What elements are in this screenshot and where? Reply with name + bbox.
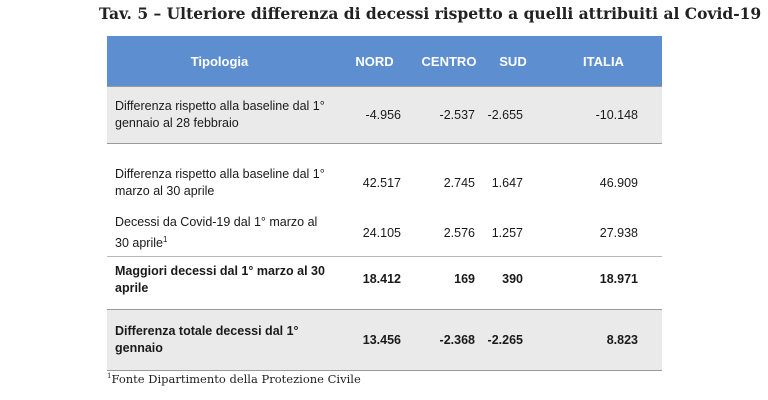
cell-nord: -4.956 bbox=[365, 107, 401, 122]
table-row: Maggiori decessi dal 1° marzo al 30 apri… bbox=[107, 256, 662, 302]
cell-sud: -2.655 bbox=[487, 107, 523, 122]
table-row: Decessi da Covid-19 dal 1° marzo al 30 a… bbox=[107, 210, 662, 256]
cell-sud: 390 bbox=[502, 272, 523, 286]
row-label: Decessi da Covid-19 dal 1° marzo al 30 a… bbox=[115, 214, 318, 251]
cell-nord: 24.105 bbox=[362, 225, 401, 240]
table-row: Differenza rispetto alla baseline dal 1°… bbox=[107, 86, 662, 144]
cell-italia: 27.938 bbox=[599, 225, 638, 240]
cell-centro: -2.368 bbox=[439, 332, 475, 347]
header-sud: SUD bbox=[499, 53, 527, 69]
cell-italia: 46.909 bbox=[599, 175, 638, 190]
cell-centro: 2.576 bbox=[443, 225, 475, 240]
cell-nord: 18.412 bbox=[362, 272, 401, 286]
cell-nord: 42.517 bbox=[362, 175, 401, 190]
footnote-number: 1 bbox=[107, 372, 112, 381]
footnote-marker: 1 bbox=[162, 234, 168, 244]
row-label: Differenza totale decessi dal 1° gennaio bbox=[115, 324, 299, 355]
row-label-wrapper: Decessi da Covid-19 dal 1° marzo al 30 a… bbox=[107, 214, 332, 252]
cell-sud: -2.265 bbox=[487, 332, 523, 347]
mortality-table: Tipologia NORD CENTRO SUD ITALIA Differe… bbox=[107, 36, 662, 371]
row-label: Differenza rispetto alla baseline dal 1°… bbox=[115, 167, 325, 198]
header-italia: ITALIA bbox=[583, 53, 624, 69]
cell-centro: 2.745 bbox=[443, 175, 475, 190]
footnote: 1Fonte Dipartimento della Protezione Civ… bbox=[107, 372, 361, 386]
header-tipologia: Tipologia bbox=[190, 53, 249, 69]
table-row: Differenza rispetto alla baseline dal 1°… bbox=[107, 156, 662, 210]
footnote-text: Fonte Dipartimento della Protezione Civi… bbox=[111, 372, 361, 386]
cell-italia: 18.971 bbox=[599, 272, 638, 286]
header-nord: NORD bbox=[355, 53, 394, 69]
cell-italia: 8.823 bbox=[606, 332, 638, 347]
row-label: Differenza rispetto alla baseline dal 1°… bbox=[115, 99, 325, 130]
table-title: Tav. 5 – Ulteriore differenza di decessi… bbox=[99, 4, 762, 23]
table-row-total: Differenza totale decessi dal 1° gennaio… bbox=[107, 309, 662, 371]
cell-sud: 1.257 bbox=[491, 225, 523, 240]
row-label: Maggiori decessi dal 1° marzo al 30 apri… bbox=[115, 263, 325, 295]
cell-italia: -10.148 bbox=[595, 107, 638, 122]
cell-sud: 1.647 bbox=[491, 175, 523, 190]
table-header-row: Tipologia NORD CENTRO SUD ITALIA bbox=[107, 36, 662, 86]
cell-nord: 13.456 bbox=[362, 332, 401, 347]
cell-centro: 169 bbox=[454, 272, 475, 286]
cell-centro: -2.537 bbox=[439, 107, 475, 122]
header-centro: CENTRO bbox=[421, 53, 477, 69]
